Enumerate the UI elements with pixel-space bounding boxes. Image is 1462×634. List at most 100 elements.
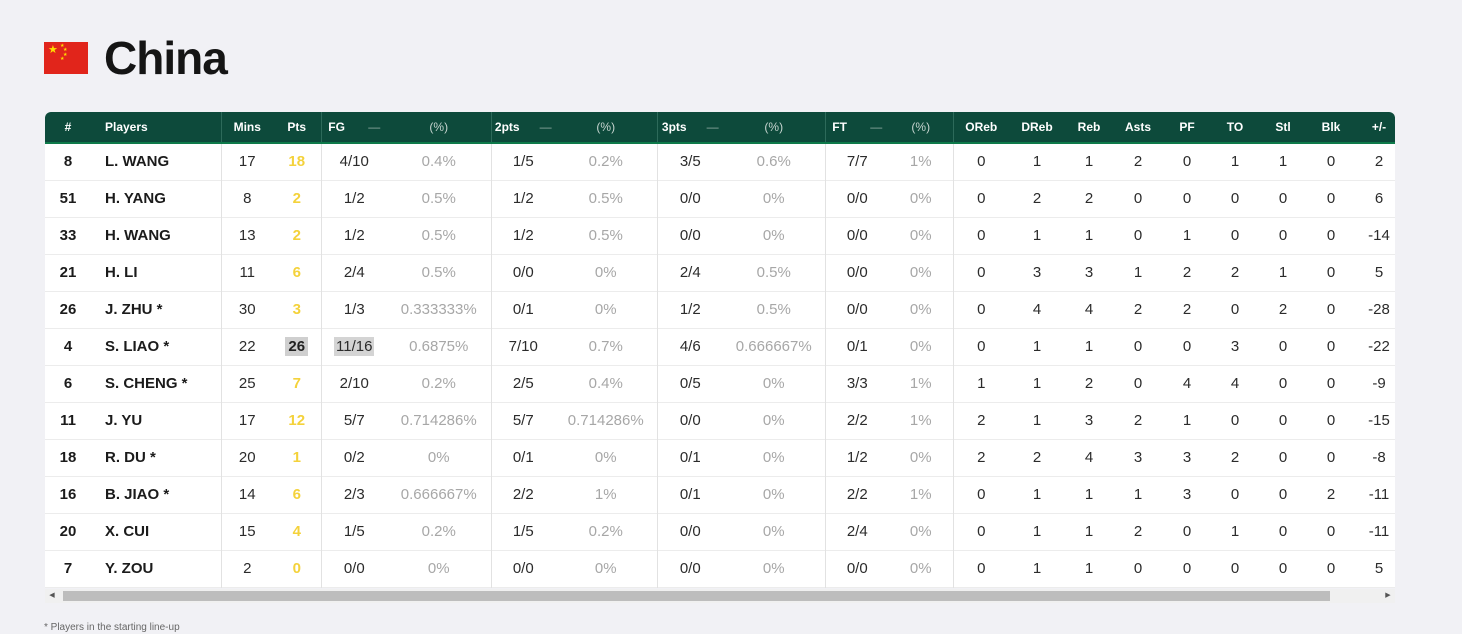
cell-mins-text: 30	[238, 301, 256, 318]
cell-pf-text: 0	[1182, 338, 1192, 355]
cell-ft-text: 7/7	[846, 153, 868, 171]
col-stl[interactable]: Stl	[1259, 112, 1307, 144]
col-fg-pct[interactable]: (%)	[387, 112, 491, 144]
cell-fg-pct-text: 0.333333%	[400, 301, 477, 318]
cell-asts-text: 3	[1133, 449, 1143, 466]
col-2pts-pct[interactable]: (%)	[555, 112, 657, 144]
col-fg-dash: —	[368, 120, 381, 134]
col-3pts[interactable]: 3pts —	[656, 112, 723, 144]
cell-ft-text: 1/2	[846, 449, 868, 466]
cell-fg-text: 1/3	[343, 301, 365, 318]
horizontal-scrollbar[interactable]: ◀ ▶	[45, 589, 1395, 603]
cell-three-pts-text: 0/0	[679, 190, 701, 207]
col-mins[interactable]: Mins	[220, 112, 273, 144]
cell-reb: 1	[1065, 476, 1113, 513]
cell-player[interactable]: J. ZHU *	[91, 291, 221, 328]
cell-oreb: 1	[952, 365, 1009, 402]
cell-plus-minus-text: 5	[1374, 264, 1384, 281]
col-pts[interactable]: Pts	[273, 112, 321, 144]
cell-player[interactable]: B. JIAO *	[91, 476, 221, 513]
cell-oreb: 0	[952, 217, 1009, 254]
cell-mins: 22	[220, 328, 273, 365]
cell-asts: 1	[1113, 476, 1163, 513]
cell-pts-text: 7	[292, 375, 301, 392]
col-3pts-pct[interactable]: (%)	[723, 112, 825, 144]
cell-fg-pct-text: 0.666667%	[400, 486, 477, 503]
col-players[interactable]: Players	[91, 112, 221, 144]
cell-fg: 4/10	[320, 143, 387, 180]
cell-to-text: 0	[1230, 190, 1240, 207]
col-number[interactable]: #	[45, 112, 91, 144]
col-blk[interactable]: Blk	[1307, 112, 1355, 144]
cell-two-pts-pct: 0.4%	[555, 365, 657, 402]
cell-two-pts: 2/5	[490, 365, 555, 402]
col-oreb[interactable]: OReb	[952, 112, 1009, 144]
cell-to: 0	[1211, 217, 1259, 254]
cell-reb-text: 3	[1084, 412, 1094, 429]
cell-player[interactable]: L. WANG	[91, 143, 221, 180]
scroll-left-arrow-icon[interactable]: ◀	[49, 592, 55, 599]
col-ft-pct[interactable]: (%)	[889, 112, 953, 144]
cell-mins-text: 11	[239, 264, 256, 281]
cell-player[interactable]: H. YANG	[91, 180, 221, 217]
cell-num: 7	[45, 550, 91, 587]
col-2pts[interactable]: 2pts —	[490, 112, 555, 144]
cell-to: 1	[1211, 143, 1259, 180]
cell-fg-pct-text: 0.5%	[421, 227, 456, 244]
col-plus-minus[interactable]: +/-	[1355, 112, 1395, 144]
cell-ft-pct-text: 0%	[909, 560, 932, 577]
cell-num-text: 11	[60, 412, 76, 429]
cell-player[interactable]: H. LI	[91, 254, 221, 291]
cell-pts-text: 2	[292, 227, 301, 244]
cell-two-pts: 0/0	[490, 550, 555, 587]
cell-oreb: 2	[952, 402, 1009, 439]
cell-to-text: 0	[1230, 560, 1240, 577]
cell-asts-text: 0	[1133, 190, 1143, 207]
cell-pts-text: 0	[292, 560, 301, 577]
col-asts[interactable]: Asts	[1113, 112, 1163, 144]
cell-blk-text: 0	[1326, 412, 1336, 429]
cell-oreb: 0	[952, 291, 1009, 328]
cell-player[interactable]: R. DU *	[91, 439, 221, 476]
cell-two-pts-text: 7/10	[508, 338, 538, 355]
col-reb[interactable]: Reb	[1065, 112, 1113, 144]
table-row: 21 H. LI 11 6 2/4 0.5% 0/0 0% 2/4 0.5% 0/0 0% 0 3 3 1 2 2…	[45, 254, 1395, 291]
cell-player[interactable]: X. CUI	[91, 513, 221, 550]
col-fg[interactable]: FG —	[320, 112, 387, 144]
cell-player[interactable]: J. YU	[91, 402, 221, 439]
cell-ft-pct-text: 0%	[909, 338, 932, 355]
col-to[interactable]: TO	[1211, 112, 1259, 144]
cell-plus-minus-text: 5	[1374, 560, 1384, 577]
cell-plus-minus-text: -22	[1368, 338, 1390, 355]
cell-player[interactable]: S. CHENG *	[91, 365, 221, 402]
cell-three-pts-text: 1/2	[679, 301, 701, 318]
cell-fg-pct-text: 0.5%	[421, 190, 456, 207]
scroll-right-arrow-icon[interactable]: ▶	[1385, 592, 1391, 599]
cell-fg-pct-text: 0.2%	[421, 375, 456, 392]
cell-asts-text: 0	[1133, 375, 1143, 392]
col-ft[interactable]: FT —	[824, 112, 889, 144]
cell-two-pts-pct-text: 0.4%	[588, 375, 623, 392]
cell-player[interactable]: S. LIAO *	[91, 328, 221, 365]
cell-ft-text: 2/2	[846, 412, 868, 429]
cell-asts-text: 1	[1133, 486, 1143, 503]
col-pf[interactable]: PF	[1163, 112, 1211, 144]
cell-player[interactable]: H. WANG	[91, 217, 221, 254]
col-dreb[interactable]: DReb	[1009, 112, 1065, 144]
cell-oreb: 0	[952, 550, 1009, 587]
table-row: 6 S. CHENG * 25 7 2/10 0.2% 2/5 0.4% 0/5 0% 3/3 1% 1…	[45, 365, 1395, 402]
cell-plus-minus-text: 6	[1374, 190, 1384, 207]
cell-stl-text: 0	[1278, 338, 1288, 355]
cell-two-pts-pct-text: 0%	[594, 301, 617, 318]
cell-two-pts-pct: 0%	[555, 439, 657, 476]
cell-two-pts-pct: 0.5%	[555, 180, 657, 217]
cell-blk-text: 0	[1326, 153, 1336, 171]
cell-num-text: 26	[59, 301, 77, 318]
cell-oreb-text: 0	[977, 153, 986, 171]
cell-three-pts-pct: 0%	[723, 180, 825, 217]
cell-three-pts-pct-text: 0.666667%	[735, 338, 812, 355]
cell-fg-pct: 0.2%	[387, 365, 491, 402]
cell-player[interactable]: Y. ZOU	[91, 550, 221, 587]
scrollbar-thumb[interactable]	[63, 591, 1330, 601]
cell-two-pts-pct: 0%	[555, 550, 657, 587]
